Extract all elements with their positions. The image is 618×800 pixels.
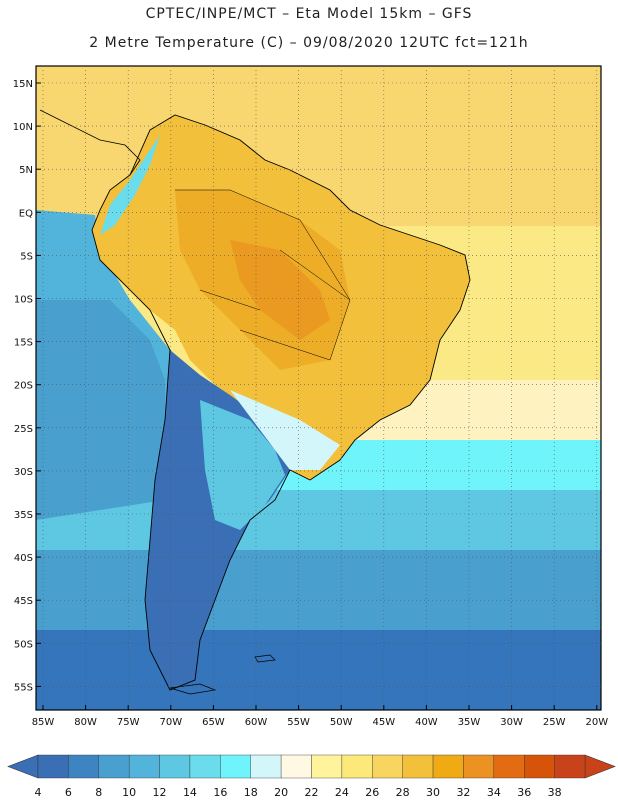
lon-label: 25W (543, 717, 566, 728)
south-america-coastline (91, 114, 471, 691)
colorbar-swatch (220, 754, 251, 779)
lat-label: 35S (14, 510, 33, 521)
central-america-coastline (39, 109, 141, 176)
colorbar-swatch (341, 754, 373, 779)
colorbar-swatch (524, 754, 555, 779)
lat-label: 55S (14, 682, 33, 693)
lon-label: 65W (202, 717, 225, 728)
colorbar-high-arrow (584, 754, 616, 779)
lat-label: 5S (20, 251, 33, 262)
lat-label: 15N (13, 79, 33, 90)
ocean-south-band (36, 630, 601, 710)
colorbar-swatch (128, 754, 160, 779)
colorbar-label: 30 (426, 786, 440, 799)
colorbar-swatch (463, 754, 495, 779)
lon-label: 50W (330, 717, 353, 728)
country-borders (175, 189, 351, 361)
colorbar-swatch (68, 754, 99, 779)
colorbar-label: 38 (548, 786, 562, 799)
latitude-labels: 15N 10N 5N EQ 5S 10S 15S 20S 25S 30S 35S 40S 45S 50S 5… (13, 79, 33, 693)
colorbar-label: 32 (456, 786, 470, 799)
colorbar-label: 18 (244, 786, 258, 799)
colorbar-labels: 4 6 8 10 12 14 16 18 20 22 24 26 28 30 32 34 36 38 (35, 786, 562, 799)
lon-label: 20W (585, 717, 608, 728)
colorbar-swatch (432, 754, 464, 779)
colorbar-swatch (554, 754, 586, 779)
lat-label: 10N (13, 122, 33, 133)
colorbar-swatch (37, 754, 69, 779)
colorbar-swatch (311, 754, 343, 779)
lon-label: 45W (372, 717, 395, 728)
lat-label: 50S (14, 639, 33, 650)
temperature-field (36, 66, 601, 710)
ocean-8-band (36, 550, 601, 630)
colorbar-low-arrow (7, 754, 39, 779)
lon-label: 85W (32, 717, 55, 728)
lat-label: 20S (14, 381, 33, 392)
colorbar-label: 16 (213, 786, 227, 799)
lat-label: EQ (19, 208, 33, 219)
colorbar-label: 24 (335, 786, 349, 799)
mild-transition-zone (230, 390, 340, 470)
lat-label: 30S (14, 467, 33, 478)
colorbar-label: 14 (183, 786, 197, 799)
lat-label: 5N (19, 165, 33, 176)
colorbar-label: 28 (396, 786, 410, 799)
longitude-labels: 85W 80W 75W 70W 65W 60W 55W 50W 45W 40W 35W 30W 25W 2… (32, 717, 609, 728)
colorbar-label: 22 (305, 786, 319, 799)
lat-label: 40S (14, 553, 33, 564)
lat-label: 45S (14, 596, 33, 607)
title-line-2: 2 Metre Temperature (C) – 09/08/2020 12U… (89, 35, 529, 51)
graticule (36, 66, 601, 710)
pacific-cold-water (36, 300, 165, 520)
colorbar (7, 754, 616, 779)
colorbar-swatch (250, 754, 282, 779)
lat-label: 15S (14, 338, 33, 349)
colorbar-label: 12 (153, 786, 167, 799)
lat-label: 25S (14, 424, 33, 435)
lon-label: 30W (500, 717, 523, 728)
lat-label: 10S (14, 295, 33, 306)
lon-label: 70W (159, 717, 182, 728)
lon-label: 80W (74, 717, 97, 728)
lon-label: 55W (287, 717, 310, 728)
falkland-islands (254, 654, 276, 663)
colorbar-label: 34 (487, 786, 501, 799)
lon-label: 35W (458, 717, 481, 728)
colorbar-swatch (98, 754, 130, 779)
tierra-del-fuego (169, 683, 217, 695)
colorbar-label: 8 (95, 786, 102, 799)
pampas-cool-land (200, 400, 285, 530)
lon-label: 60W (245, 717, 268, 728)
colorbar-label: 10 (122, 786, 136, 799)
colorbar-swatch (280, 754, 312, 779)
colorbar-swatch (402, 754, 434, 779)
colorbar-label: 36 (517, 786, 531, 799)
colorbar-swatch (159, 754, 191, 779)
colorbar-swatch (189, 754, 221, 779)
colorbar-label: 6 (65, 786, 72, 799)
central-hot-spot (230, 240, 330, 340)
colorbar-swatch (493, 754, 525, 779)
lon-label: 75W (117, 717, 140, 728)
title-line-1: CPTEC/INPE/MCT – Eta Model 15km – GFS (145, 6, 473, 22)
colorbar-swatch (372, 754, 403, 779)
colorbar-label: 4 (35, 786, 42, 799)
lon-label: 40W (415, 717, 438, 728)
colorbar-label: 26 (365, 786, 379, 799)
map-frame (35, 65, 602, 711)
andes-north-cold (100, 135, 160, 235)
colorbar-label: 20 (274, 786, 288, 799)
